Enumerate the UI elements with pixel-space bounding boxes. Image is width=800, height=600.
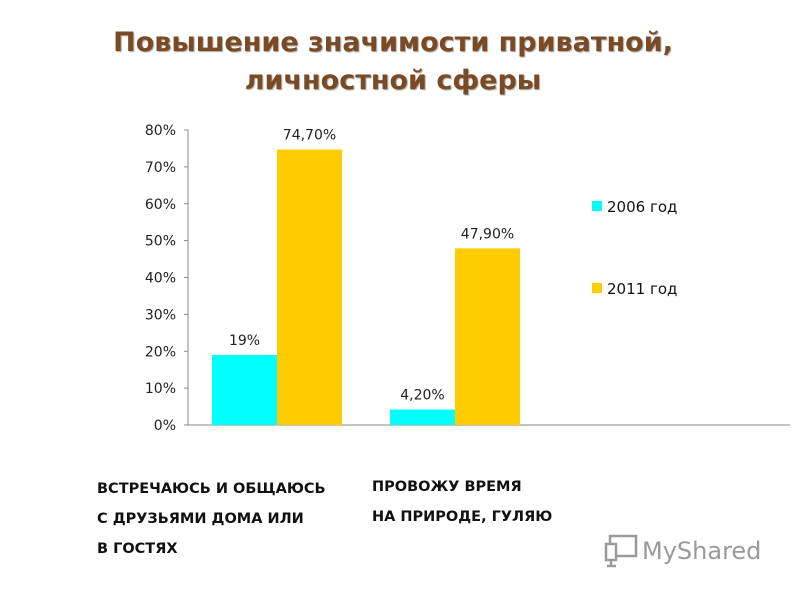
category-label-line: ПРОВОЖУ ВРЕМЯ	[372, 479, 522, 495]
data-label: 74,70%	[283, 128, 336, 144]
category-label-line: ВСТРЕЧАЮСЬ И ОБЩАЮСЬ	[97, 481, 326, 497]
y-tick-label: 10%	[145, 381, 176, 397]
data-label: 4,20%	[400, 388, 444, 404]
y-tick-label: 50%	[145, 234, 176, 250]
y-tick-label: 70%	[145, 160, 176, 176]
chart-title-line-1: Повышение значимости приватной,	[113, 27, 673, 58]
chart-title: Повышение значимости приватной, личностн…	[0, 24, 786, 100]
y-tick-label: 40%	[145, 271, 176, 287]
category-label-nature: ПРОВОЖУ ВРЕМЯ НА ПРИРОДЕ, ГУЛЯЮ	[372, 472, 552, 532]
data-label: 19%	[229, 333, 260, 349]
bar-2011	[455, 248, 520, 425]
category-label-meet-friends: ВСТРЕЧАЮСЬ И ОБЩАЮСЬ С ДРУЗЬЯМИ ДОМА ИЛИ…	[97, 474, 326, 564]
bar-2006	[390, 409, 455, 425]
category-label-line: С ДРУЗЬЯМИ ДОМА ИЛИ	[97, 511, 304, 527]
data-label: 47,90%	[461, 226, 514, 242]
y-tick-label: 80%	[145, 123, 176, 139]
category-label-line: НА ПРИРОДЕ, ГУЛЯЮ	[372, 509, 553, 525]
chart-title-line-2: личностной сферы	[244, 65, 542, 96]
category-label-line: В ГОСТЯХ	[97, 541, 178, 557]
legend-label: 2006 год	[607, 198, 677, 216]
watermark-logo: MyShared	[604, 534, 761, 568]
y-tick-label: 0%	[154, 418, 176, 434]
y-tick-label: 20%	[145, 344, 176, 360]
legend-label: 2011 год	[607, 280, 677, 298]
legend-swatch	[592, 283, 602, 293]
y-tick-label: 30%	[145, 307, 176, 323]
presentation-icon	[604, 534, 638, 568]
bar-2011	[277, 149, 342, 425]
bar-2006	[212, 354, 277, 425]
watermark-text: MyShared	[642, 537, 762, 565]
legend-swatch	[592, 201, 602, 211]
y-tick-label: 60%	[145, 197, 176, 213]
